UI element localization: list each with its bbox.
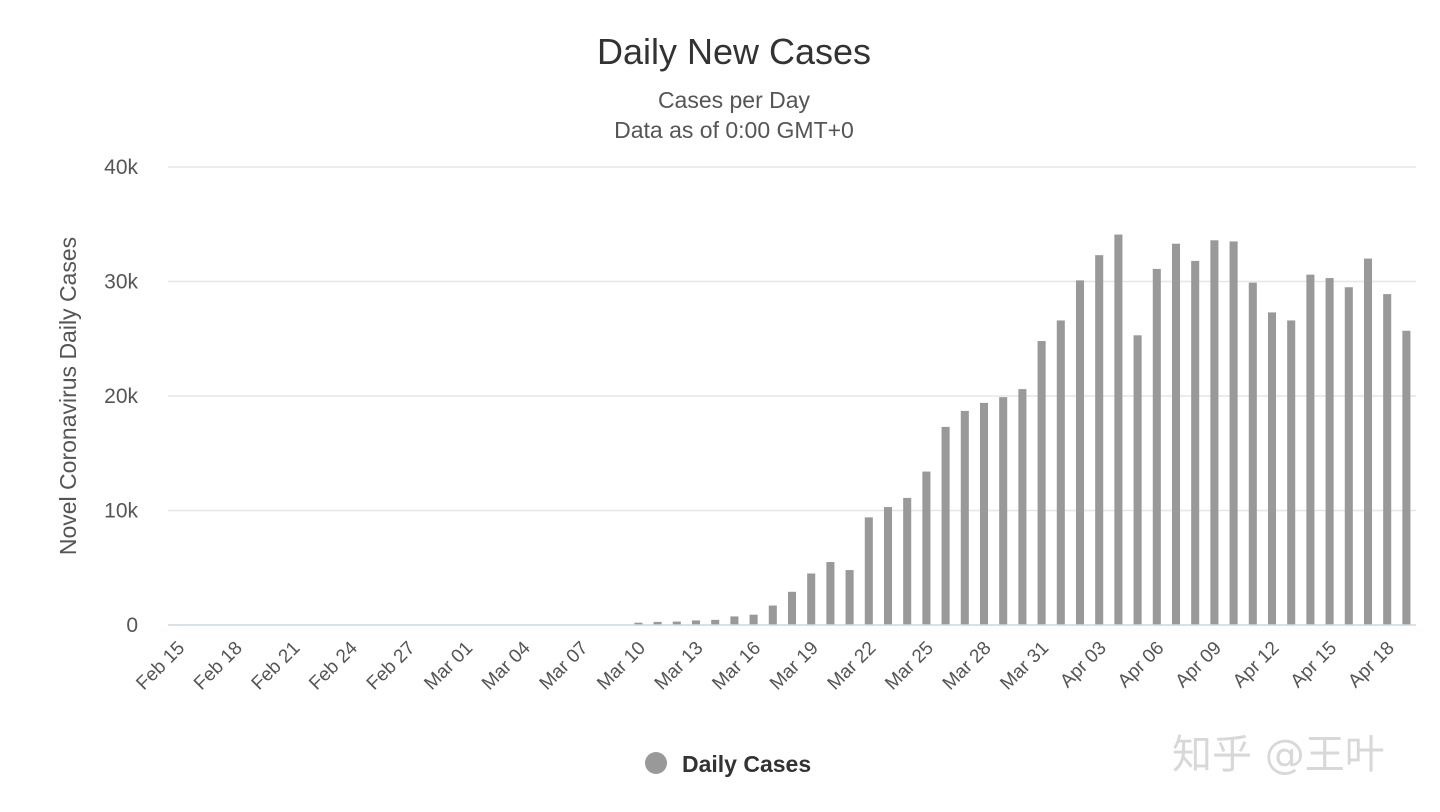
bar[interactable] [941,426,950,625]
bar[interactable] [903,497,912,625]
x-tick-label: Mar 28 [939,638,996,695]
bar[interactable] [1267,312,1277,625]
bar[interactable] [1152,268,1161,625]
y-axis-label: Novel Coronavirus Daily Cases [55,237,81,555]
chart-title: Daily New Cases [597,31,871,72]
bar[interactable] [730,616,739,625]
x-tick-label: Mar 22 [824,638,881,695]
x-tick-label: Mar 19 [766,638,823,695]
bar[interactable] [1056,320,1065,625]
x-tick-label: Apr 15 [1287,638,1341,692]
bar[interactable] [1363,258,1373,625]
bar[interactable] [845,570,854,625]
y-tick-label: 10k [104,500,138,523]
bar[interactable] [960,410,969,625]
x-tick-label: Apr 12 [1229,638,1283,692]
bar[interactable] [826,562,835,625]
legend-label: Daily Cases [682,751,811,777]
bar[interactable] [672,621,681,625]
bar[interactable] [999,397,1008,625]
bar[interactable] [768,605,777,625]
x-tick-label: Feb 21 [248,638,305,695]
x-tick-label: Apr 06 [1114,638,1168,692]
bar[interactable] [1248,282,1257,625]
bar[interactable] [711,619,720,625]
bar[interactable] [864,517,873,625]
x-tick-label: Feb 18 [190,638,247,695]
x-tick-label: Mar 16 [708,638,765,695]
bar[interactable] [1191,260,1200,625]
bar[interactable] [1325,278,1334,625]
bars [634,234,1411,626]
x-tick-label: Feb 15 [132,638,189,695]
bar[interactable] [1229,241,1238,626]
legend[interactable]: Daily Cases [645,751,811,777]
bar[interactable] [787,591,797,625]
bar[interactable] [922,471,931,625]
x-tick-label: Feb 24 [305,637,362,694]
x-tick-label: Apr 18 [1344,638,1398,692]
gridlines [168,166,1416,512]
bar[interactable] [1287,320,1296,625]
bar[interactable] [1210,240,1219,625]
x-tick-label: Mar 31 [996,638,1053,695]
bar[interactable] [883,507,893,625]
x-tick-label: Mar 25 [881,638,938,695]
bar[interactable] [749,614,758,625]
bar[interactable] [1383,294,1392,625]
x-tick-label: Mar 04 [478,637,535,694]
bar[interactable] [1114,234,1123,625]
x-tick-label: Mar 01 [420,638,477,695]
bar[interactable] [1306,274,1315,625]
bar[interactable] [1037,341,1046,625]
x-axis-ticks: Feb 15 Feb 18 Feb 21 Feb 24 Feb 27 Mar 01 Mar … [132,637,1398,694]
bar[interactable] [807,573,816,625]
bar[interactable] [653,621,662,625]
x-tick-label: Mar 07 [536,638,593,695]
watermark: 知乎 @王叶 [1172,732,1385,778]
x-tick-label: Feb 27 [363,638,420,695]
bar[interactable] [1018,389,1027,625]
x-tick-label: Mar 13 [651,638,708,695]
chart-subtitle-line-2: Data as of 0:00 GMT+0 [614,117,854,143]
y-axis-ticks: 0 10k 20k 30k 40k [104,156,138,637]
bar[interactable] [1402,330,1411,625]
legend-marker [645,752,667,774]
chart-subtitle-line-1: Cases per Day [658,87,811,113]
y-tick-label: 0 [126,614,138,637]
y-tick-label: 30k [104,271,138,294]
x-tick-label: Mar 10 [593,638,650,695]
bar[interactable] [1095,255,1104,626]
bar[interactable] [979,402,989,625]
y-tick-label: 40k [104,156,138,179]
bar[interactable] [1171,243,1181,625]
bar[interactable] [1075,280,1085,625]
bar[interactable] [1133,335,1142,625]
bar[interactable] [1344,287,1353,625]
y-tick-label: 20k [104,385,138,408]
x-tick-label: Apr 09 [1171,638,1225,692]
bar[interactable] [691,620,701,625]
x-tick-label: Apr 03 [1056,638,1110,692]
bar[interactable] [634,622,643,625]
